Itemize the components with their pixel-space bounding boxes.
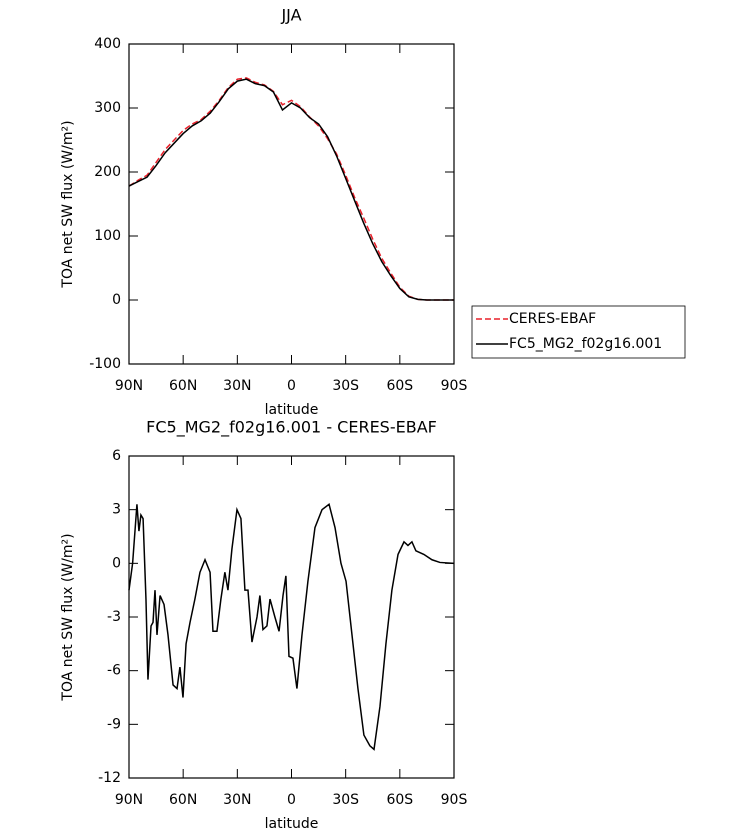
x-tick-label: 30S [332,378,359,394]
line-series [128,77,454,301]
x-tick-label: 0 [287,378,296,394]
y-tick-label: 300 [94,100,121,116]
x-axis-label: latitude [265,402,319,418]
y-tick-label: -6 [107,663,121,679]
chart-title: JJA [280,6,301,25]
y-tick-label: 3 [112,502,121,518]
plot-frame [128,43,455,365]
y-tick-label: 100 [94,228,121,244]
x-tick-label: 60S [386,378,413,394]
y-tick-label: -100 [89,356,121,372]
x-tick-label: 30N [223,378,251,394]
x-tick-label: 0 [287,792,296,808]
x-tick-label: 90N [115,792,143,808]
y-tick-label: 400 [94,36,121,52]
y-tick-label: 200 [94,164,121,180]
y-tick-label: -12 [98,770,121,786]
line-series [128,78,454,301]
x-tick-label: 90N [115,378,143,394]
x-tick-label: 60N [169,792,197,808]
x-tick-label: 30N [223,792,251,808]
y-axis-label: TOA net SW flux (W/m²) [60,120,76,288]
x-tick-label: 60S [386,792,413,808]
legend-label: CERES-EBAF [509,311,596,327]
x-tick-label: 90S [441,378,468,394]
legend-box [471,305,686,359]
y-tick-label: 0 [112,555,121,571]
plot-frame [128,455,455,779]
y-tick-label: 0 [112,292,121,308]
x-tick-label: 30S [332,792,359,808]
line-series [128,503,455,751]
x-tick-label: 60N [169,378,197,394]
x-tick-label: 90S [441,792,468,808]
y-axis-label: TOA net SW flux (W/m²) [60,533,76,701]
legend-label: FC5_MG2_f02g16.001 [509,336,662,352]
chart-title: FC5_MG2_f02g16.001 - CERES-EBAF [146,418,437,438]
x-axis-label: latitude [265,816,319,832]
y-tick-label: -9 [107,716,121,732]
y-tick-label: -3 [107,609,121,625]
y-tick-label: 6 [112,448,121,464]
